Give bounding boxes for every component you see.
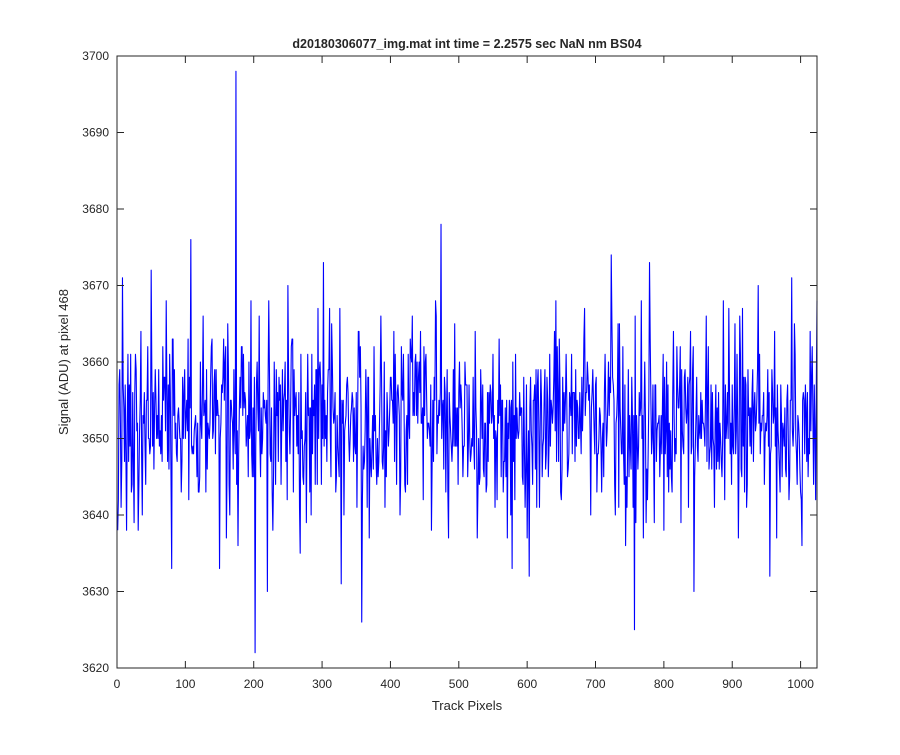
x-tick-label: 500 <box>449 677 469 691</box>
y-axis-label: Signal (ADU) at pixel 468 <box>56 289 71 435</box>
x-axis-label: Track Pixels <box>432 698 503 713</box>
y-tick-label: 3660 <box>82 355 109 369</box>
x-axis: 0 100 200 300 400 500 600 700 800 900 1000 <box>114 56 814 691</box>
x-tick-label: 0 <box>114 677 121 691</box>
y-tick-label: 3640 <box>82 508 109 522</box>
y-tick-label: 3690 <box>82 126 109 140</box>
chart-title: d20180306077_img.mat int time = 2.2575 s… <box>292 37 641 51</box>
y-tick-label: 3630 <box>82 585 109 599</box>
y-tick-label: 3650 <box>82 432 109 446</box>
y-tick-label: 3620 <box>82 661 109 675</box>
x-tick-label: 300 <box>312 677 332 691</box>
x-tick-label: 200 <box>244 677 264 691</box>
plot-area <box>117 56 817 668</box>
series-line <box>117 70 818 654</box>
data-layer <box>117 70 818 654</box>
x-tick-label: 900 <box>722 677 742 691</box>
x-tick-label: 700 <box>586 677 606 691</box>
y-tick-label: 3700 <box>82 49 109 63</box>
y-tick-label: 3670 <box>82 279 109 293</box>
y-tick-label: 3680 <box>82 202 109 216</box>
x-tick-label: 600 <box>517 677 537 691</box>
x-tick-label: 1000 <box>787 677 814 691</box>
x-tick-label: 800 <box>654 677 674 691</box>
x-tick-label: 400 <box>380 677 400 691</box>
x-tick-label: 100 <box>175 677 195 691</box>
y-axis: 3620 3630 3640 3650 3660 3670 3680 3690 3700 <box>82 49 817 675</box>
